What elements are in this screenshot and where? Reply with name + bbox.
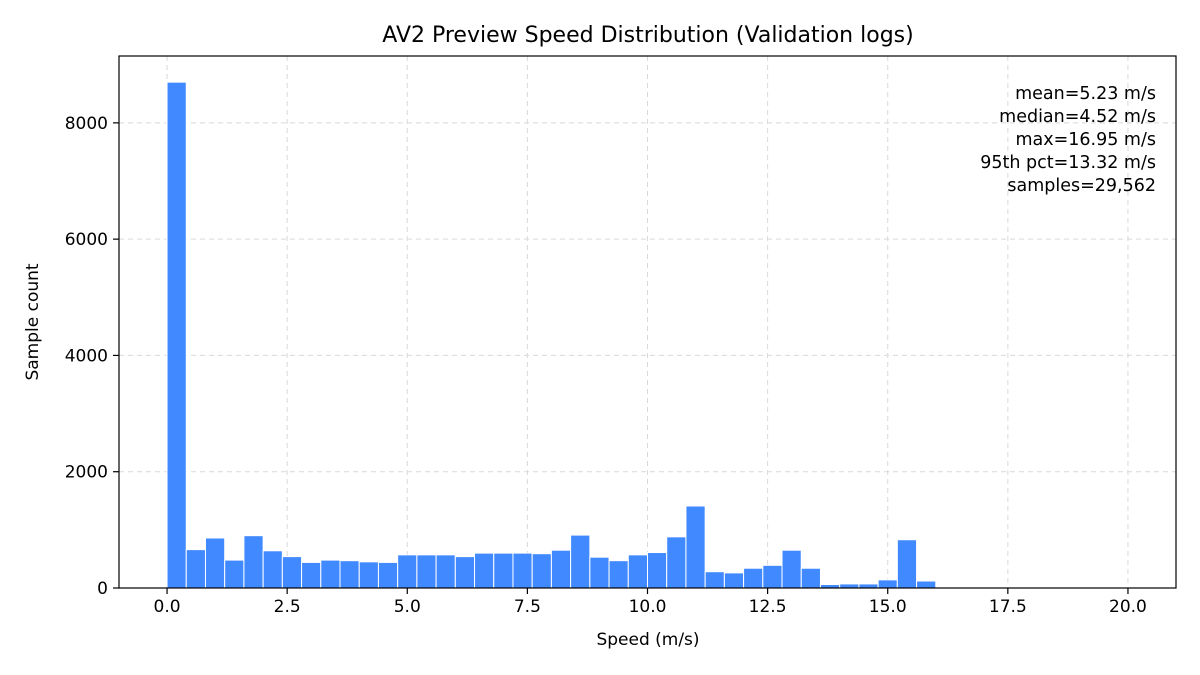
histogram-bar-21 [570, 534, 591, 589]
histogram-bars [166, 81, 937, 589]
histogram-bar-1 [185, 549, 206, 589]
histogram-bar-22 [589, 556, 610, 589]
x-tick-label-4: 10.0 [629, 597, 667, 617]
x-tick-label-7: 17.5 [989, 597, 1027, 617]
x-axis-ticks: 0.0 2.5 5.0 7.5 10.0 12.5 15.0 17.5 20.0 [154, 588, 1147, 617]
histogram-bar-38 [896, 539, 918, 589]
histogram-bar-32 [781, 549, 802, 589]
x-tick-label-8: 20.0 [1109, 597, 1147, 617]
stat-line-0: mean=5.23 m/s [1015, 84, 1156, 104]
histogram-bar-10 [358, 561, 379, 589]
histogram-bar-11 [377, 561, 399, 589]
histogram-bar-24 [627, 554, 648, 589]
histogram-bar-9 [339, 560, 360, 589]
y-tick-label-0: 0 [97, 579, 108, 599]
histogram-bar-18 [512, 552, 533, 589]
y-tick-label-4: 8000 [65, 114, 108, 134]
y-axis-ticks: 0 2000 4000 6000 8000 [65, 114, 119, 599]
histogram-bar-8 [320, 559, 341, 589]
y-axis-label: Sample count [23, 263, 43, 380]
chart-title: AV2 Preview Speed Distribution (Validati… [382, 23, 913, 48]
histogram-bar-12 [397, 554, 418, 589]
histogram-bar-35 [839, 583, 860, 589]
histogram-bar-30 [743, 567, 764, 589]
histogram-bar-15 [454, 556, 476, 589]
y-tick-label-2: 4000 [65, 346, 108, 366]
histogram-bar-31 [762, 564, 783, 589]
histogram-bar-23 [608, 560, 629, 589]
histogram-bar-19 [531, 553, 552, 589]
x-tick-label-3: 7.5 [514, 597, 541, 617]
histogram-bar-14 [435, 554, 456, 589]
histogram-bar-39 [916, 580, 937, 589]
stats-annotation: mean=5.23 m/s median=4.52 m/s max=16.95 m/… [980, 84, 1156, 196]
histogram-bar-6 [281, 556, 303, 589]
x-axis-label: Speed (m/s) [596, 630, 699, 650]
histogram-bar-28 [704, 571, 725, 589]
histogram-bar-20 [550, 549, 572, 589]
y-tick-label-3: 6000 [65, 230, 108, 250]
histogram-bar-0 [166, 81, 187, 589]
histogram-bar-13 [416, 554, 437, 589]
x-tick-label-5: 12.5 [749, 597, 787, 617]
x-tick-label-2: 5.0 [394, 597, 421, 617]
histogram-bar-2 [204, 537, 226, 589]
histogram-bar-16 [474, 552, 495, 589]
histogram-bar-17 [493, 552, 514, 589]
histogram-bar-36 [858, 583, 879, 589]
histogram-bar-3 [224, 559, 245, 589]
histogram-bar-29 [723, 572, 745, 589]
stat-line-4: samples=29,562 [1007, 176, 1156, 196]
stat-line-1: median=4.52 m/s [999, 107, 1156, 127]
histogram-bar-26 [666, 536, 687, 589]
histogram-bar-33 [800, 567, 821, 589]
x-tick-label-0: 0.0 [154, 597, 181, 617]
grid-lines [119, 56, 1176, 589]
y-tick-label-1: 2000 [65, 463, 108, 483]
stat-line-2: max=16.95 m/s [1015, 130, 1156, 150]
histogram-bar-7 [301, 561, 322, 589]
x-tick-label-1: 2.5 [274, 597, 301, 617]
histogram-bar-4 [243, 535, 264, 589]
histogram-bar-27 [685, 505, 706, 589]
stat-line-3: 95th pct=13.32 m/s [980, 153, 1156, 173]
histogram-bar-37 [877, 579, 898, 589]
histogram-bar-25 [647, 552, 668, 589]
histogram-bar-5 [262, 550, 283, 589]
x-tick-label-6: 15.0 [869, 597, 907, 617]
